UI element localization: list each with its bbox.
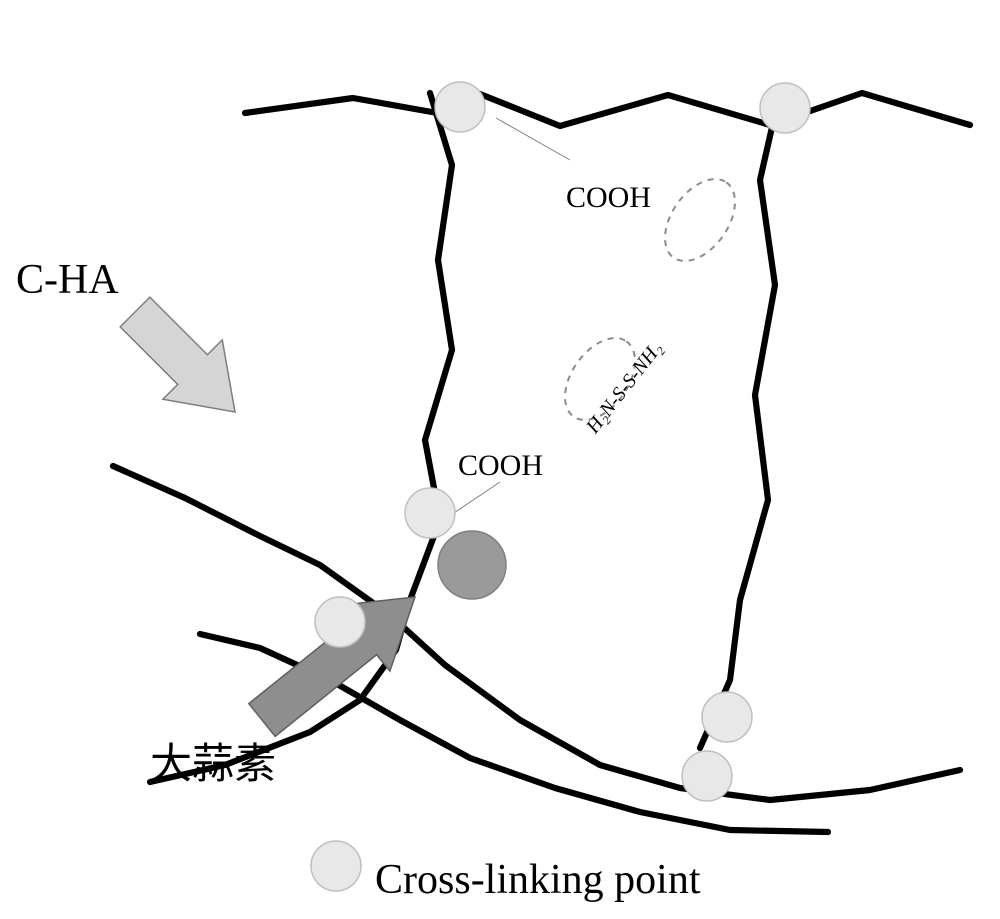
label-cha: C-HA <box>16 256 119 304</box>
label-cooh-1-text: COOH <box>566 181 651 214</box>
label-cooh-2-text: COOH <box>458 449 543 482</box>
legend-node-icon <box>311 841 361 891</box>
reactive-ellipse-0 <box>651 166 750 273</box>
crosslink-node-4 <box>702 692 752 742</box>
label-cha-text: C-HA <box>16 257 119 303</box>
crosslink-node-3 <box>315 597 365 647</box>
label-allicin-text: 大蒜素 <box>150 742 276 788</box>
label-cooh-2: COOH <box>458 449 543 483</box>
label-cooh-1: COOH <box>566 181 651 215</box>
label-legend-text: Cross-linking point <box>375 857 701 903</box>
polymer-strand-2 <box>700 92 780 748</box>
label-legend: Cross-linking point <box>375 856 701 904</box>
crosslink-node-2 <box>405 488 455 538</box>
label-allicin: 大蒜素 <box>150 730 276 791</box>
arrow-cha <box>120 297 235 412</box>
diagram-root: { "canvas":{"w":1000,"h":919,"bg":"#ffff… <box>0 0 1000 919</box>
allicin-node <box>438 531 506 599</box>
polymer-strand-0 <box>245 90 970 126</box>
crosslink-node-5 <box>682 751 732 801</box>
crosslink-node-1 <box>760 83 810 133</box>
crosslink-node-0 <box>435 82 485 132</box>
